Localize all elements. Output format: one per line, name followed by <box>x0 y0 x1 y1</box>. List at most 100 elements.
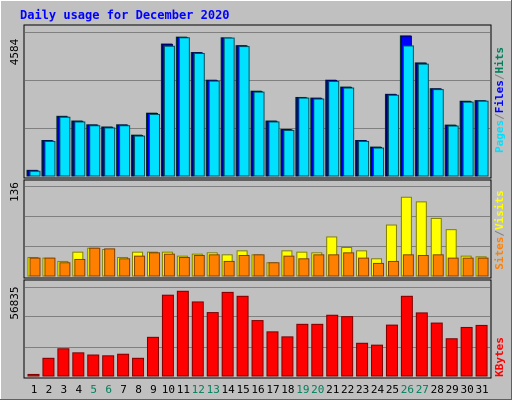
kbytes-bar <box>400 295 413 377</box>
x-tick-label: 23 <box>356 383 369 396</box>
x-tick-label: 11 <box>177 383 190 396</box>
pages-bar <box>283 129 295 177</box>
kbytes-bar <box>221 291 234 377</box>
pages-bar <box>447 125 459 177</box>
sites-bar <box>89 247 101 277</box>
legend-sites: Sites <box>493 237 506 270</box>
pages-bar <box>268 121 280 177</box>
kbytes-bar <box>475 324 488 377</box>
top-panel-legend: Pages/Files/Hits <box>493 47 506 153</box>
pages-bar <box>373 147 385 177</box>
sites-bar <box>253 254 265 277</box>
sites-bar <box>402 254 414 277</box>
pages-bar <box>29 170 41 177</box>
legend-files: Files <box>493 80 506 113</box>
sites-bar <box>163 253 175 277</box>
pages-bar <box>387 94 399 177</box>
kbytes-bar <box>236 295 249 377</box>
x-tick-label: 5 <box>90 383 97 396</box>
x-tick-label: 17 <box>266 383 279 396</box>
sites-bar <box>417 254 429 277</box>
x-tick-label: 28 <box>431 383 444 396</box>
sites-bar <box>29 257 41 277</box>
pages-bar <box>313 98 325 177</box>
kbytes-bar <box>415 312 428 377</box>
x-tick-label: 27 <box>416 383 429 396</box>
chart-bars <box>26 35 489 377</box>
x-tick-label: 22 <box>341 383 354 396</box>
pages-bar <box>74 121 86 177</box>
x-tick-label: 13 <box>207 383 220 396</box>
sites-bar <box>432 254 444 277</box>
kbytes-bar <box>326 314 339 377</box>
sites-bar <box>477 257 489 277</box>
pages-bar <box>238 46 250 177</box>
pages-bar <box>328 80 340 177</box>
x-tick-label: 19 <box>296 383 309 396</box>
sites-bar <box>373 262 385 277</box>
kbytes-bar <box>176 290 189 377</box>
x-tick-label: 1 <box>31 383 38 396</box>
legend-kbytes: KBytes <box>493 337 506 377</box>
pages-bar <box>477 100 489 177</box>
x-tick-label: 29 <box>446 383 459 396</box>
kbytes-bar <box>251 320 264 377</box>
x-tick-label: 2 <box>46 383 53 396</box>
kbytes-bar <box>296 323 309 377</box>
pages-bar <box>343 87 355 177</box>
x-tick-label: 9 <box>150 383 157 396</box>
kbytes-bar <box>371 344 384 377</box>
pages-bar <box>193 52 205 177</box>
pages-bar <box>223 37 235 177</box>
pages-bar <box>178 37 190 177</box>
pages-bar <box>253 91 265 177</box>
legend-sep-1: / <box>493 113 506 120</box>
x-tick-label: 12 <box>192 383 205 396</box>
sites-bar <box>193 254 205 277</box>
sites-bar <box>119 258 131 277</box>
kbytes-bar <box>146 336 159 377</box>
x-tick-label: 14 <box>222 383 236 396</box>
x-tick-label: 16 <box>251 383 264 396</box>
pages-bar <box>298 97 310 177</box>
kbytes-bar <box>161 294 174 377</box>
legend-hits: Hits <box>493 47 506 74</box>
sites-bar <box>268 262 280 277</box>
sites-bar <box>178 256 190 277</box>
pages-bar <box>89 125 101 177</box>
pages-bar <box>44 140 56 177</box>
x-tick-label: 15 <box>236 383 249 396</box>
middle-panel-border <box>23 179 492 279</box>
legend-visits: Visits <box>493 190 506 230</box>
kbytes-bar <box>42 357 55 377</box>
kbytes-bar <box>57 348 70 377</box>
middle-panel-legend: Sites/Visits <box>493 190 506 270</box>
x-axis-labels: 1 2 3 4 5 6 7 8 9 10 11 12 13 14 15 16 17 18 19 20 21 22 23 24 2… <box>31 383 489 396</box>
x-tick-label: 10 <box>162 383 175 396</box>
kbytes-bar <box>72 352 85 377</box>
kbytes-bar <box>385 324 398 377</box>
pages-bar <box>59 116 71 177</box>
pages-bar <box>163 45 175 177</box>
sites-bar <box>343 252 355 277</box>
sites-bar <box>134 255 146 277</box>
pages-bar <box>119 125 131 177</box>
x-tick-label: 4 <box>75 383 82 396</box>
sites-bar <box>104 248 116 277</box>
kbytes-bar <box>191 301 204 377</box>
top-panel-border <box>23 24 492 179</box>
sites-bar <box>223 260 235 277</box>
sites-bar <box>447 257 459 277</box>
sites-bar <box>59 262 71 277</box>
kbytes-bar <box>87 354 100 377</box>
sites-bar <box>148 252 160 277</box>
pages-bar <box>402 45 414 177</box>
x-tick-label: 24 <box>371 383 385 396</box>
legend-sep-2: / <box>493 73 506 80</box>
sites-bar <box>208 254 220 277</box>
sites-bar <box>387 260 399 277</box>
x-tick-label: 30 <box>461 383 474 396</box>
top-panel-max-label: 4584 <box>8 38 21 65</box>
pages-bar <box>432 89 444 177</box>
pages-bar <box>148 113 160 177</box>
